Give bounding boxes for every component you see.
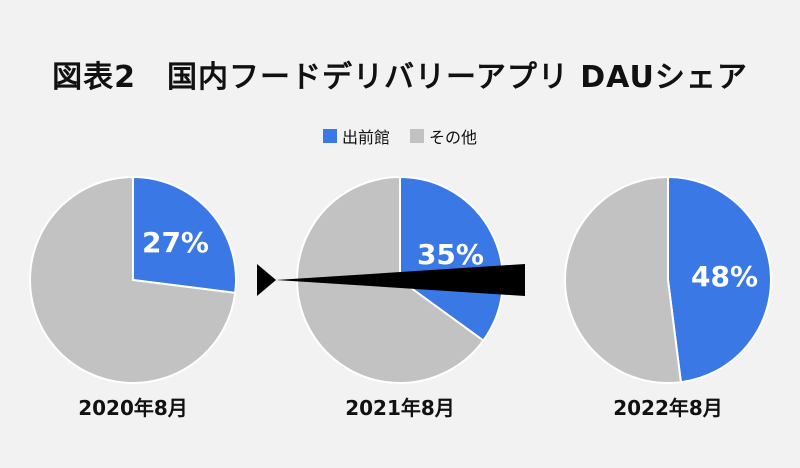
pie-2-slice-demaecan <box>667 175 772 384</box>
legend-label-demaecan: 出前館 <box>341 128 390 147</box>
legend-item-other: その他 <box>410 124 477 148</box>
legend-label-other: その他 <box>429 128 478 147</box>
pie-caption-2020: 2020年8月 <box>78 396 188 420</box>
pie-caption-2021: 2021年8月 <box>345 396 455 420</box>
pie-1-data-label: 35% <box>417 238 484 271</box>
legend-swatch-other <box>410 129 424 143</box>
pie-0-data-label: 27% <box>142 226 209 259</box>
arrow-right-icon-1 <box>257 264 276 296</box>
pie-0-slice-demaecan <box>132 175 237 295</box>
pie-1-slice-demaecan <box>399 175 504 342</box>
legend-swatch-demaecan <box>322 129 337 143</box>
pie-2-slice-other <box>564 175 683 384</box>
pie-0-slice-other <box>29 175 237 384</box>
legend: 出前館 その他 <box>0 124 800 148</box>
legend-item-demaecan: 出前館 <box>322 124 390 148</box>
pie-2-data-label: 48% <box>691 260 758 293</box>
arrow-right-icon-2 <box>276 264 525 296</box>
chart-title: 図表2 国内フードデリバリーアプリ DAUシェア <box>52 60 748 95</box>
pie-caption-2022: 2022年8月 <box>613 396 723 420</box>
